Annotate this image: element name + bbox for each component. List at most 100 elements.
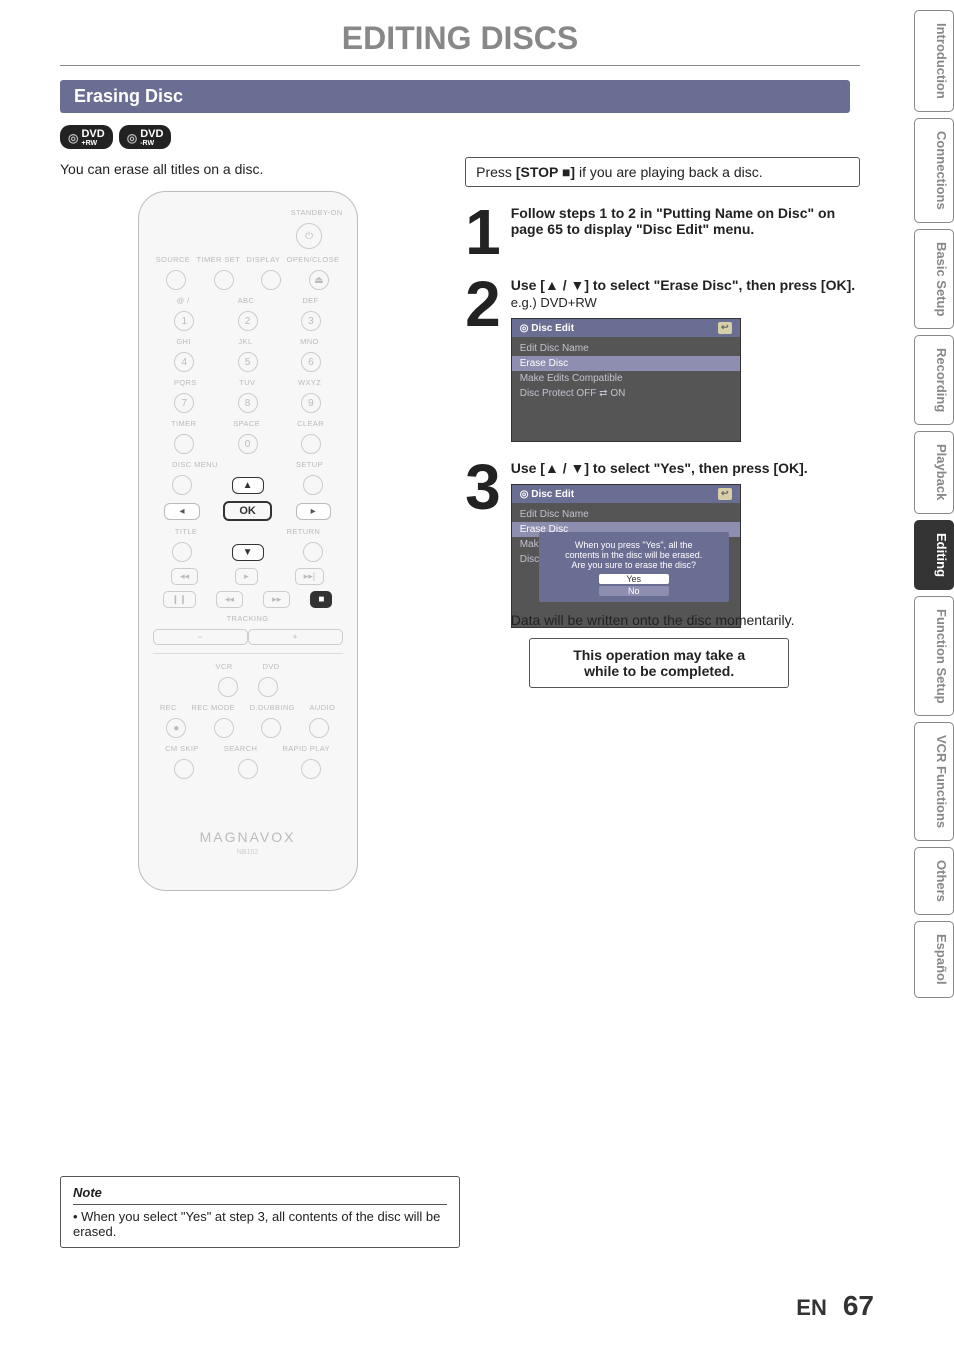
confirm-dialog: When you press "Yes", all the contents i… <box>539 532 729 602</box>
tab-connections[interactable]: Connections <box>914 118 954 223</box>
remote-source-button <box>166 270 186 290</box>
remote-ok-button: OK <box>223 501 272 521</box>
remote-illustration: STANDBY-ON ⏻ SOURCE TIMER SET DISPLAY OP… <box>138 191 358 891</box>
menu1-item-protect: Disc Protect OFF ⇄ ON <box>512 386 740 401</box>
page-title: EDITING DISCS <box>60 0 860 66</box>
note-title: Note <box>73 1185 447 1205</box>
step-1: 1 Follow steps 1 to 2 in "Putting Name o… <box>465 205 860 259</box>
remote-return-button <box>303 542 323 562</box>
disc-edit-menu-1: ◎ Disc Edit↩ Edit Disc Name Erase Disc M… <box>511 318 741 442</box>
remote-digit-3: 3 <box>301 311 321 331</box>
press-stop-post: if you are playing back a disc. <box>575 164 763 180</box>
press-stop-label: [STOP ■] <box>516 164 575 180</box>
remote-right-button: ▸ <box>296 503 331 520</box>
warn-line1: This operation may take a <box>544 647 774 663</box>
tab-basic-setup[interactable]: Basic Setup <box>914 229 954 329</box>
remote-eject-button: ⏏ <box>309 270 329 290</box>
remote-digit-0: 0 <box>238 434 258 454</box>
badge-dvd-minus-rw: DVD-RW <box>119 125 172 149</box>
remote-power-icon: ⏻ <box>296 223 322 249</box>
remote-cmskip-button <box>174 759 194 779</box>
tab-recording[interactable]: Recording <box>914 335 954 425</box>
tab-introduction[interactable]: Introduction <box>914 10 954 112</box>
remote-rec-button: ● <box>166 718 186 738</box>
page-footer: EN 67 <box>796 1290 874 1322</box>
remote-rew-button: ◂◂ <box>216 591 243 608</box>
remote-digit-4: 4 <box>174 352 194 372</box>
step-2-text: Use [▲ / ▼] to select "Erase Disc", then… <box>511 277 855 293</box>
remote-logo: MAGNAVOX <box>153 829 343 845</box>
footer-page-number: 67 <box>843 1290 874 1322</box>
remote-model: NB102 <box>153 849 343 856</box>
tab-espanol[interactable]: Español <box>914 921 954 998</box>
warn-line2: while to be completed. <box>544 663 774 679</box>
note-box: Note • When you select "Yes" at step 3, … <box>60 1176 460 1248</box>
remote-timer-button <box>174 434 194 454</box>
remote-tracking-minus: − <box>153 629 248 645</box>
menu1-close-icon: ↩ <box>718 322 732 334</box>
step-1-number: 1 <box>465 205 501 259</box>
remote-display-button <box>261 270 281 290</box>
dialog-yes: Yes <box>599 574 669 584</box>
right-column: Press [STOP ■] if you are playing back a… <box>465 157 860 891</box>
menu1-title: Disc Edit <box>531 323 574 334</box>
press-stop-pre: Press <box>476 164 516 180</box>
left-column: You can erase all titles on a disc. STAN… <box>60 157 435 891</box>
dialog-line1: When you press "Yes", all the <box>547 540 721 550</box>
press-stop-instruction: Press [STOP ■] if you are playing back a… <box>465 157 860 187</box>
remote-rapid-button <box>301 759 321 779</box>
remote-tracking-plus: + <box>248 629 343 645</box>
remote-vcr-button <box>218 677 238 697</box>
remote-digit-9: 9 <box>301 393 321 413</box>
remote-play-button: ▸ <box>235 568 258 585</box>
dialog-line3: Are you sure to erase the disc? <box>547 560 721 570</box>
remote-discmenu-label: DISC MENU <box>172 460 218 469</box>
remote-tracking-label: TRACKING <box>227 614 269 623</box>
disc-badges: DVD+RW DVD-RW <box>60 125 934 149</box>
remote-up-button: ▲ <box>232 477 264 494</box>
remote-title-button <box>172 542 192 562</box>
remote-digit-2: 2 <box>238 311 258 331</box>
remote-digit-1: 1 <box>174 311 194 331</box>
menu2-close-icon: ↩ <box>718 488 732 500</box>
remote-audio-button <box>309 718 329 738</box>
remote-dvd-label: DVD <box>263 662 280 671</box>
step-2: 2 Use [▲ / ▼] to select "Erase Disc", th… <box>465 277 860 442</box>
menu2-title: Disc Edit <box>531 489 574 500</box>
remote-standby-label: STANDBY-ON <box>153 208 343 217</box>
remote-display-label: DISPLAY <box>246 255 280 264</box>
dialog-line2: contents in the disc will be erased. <box>547 550 721 560</box>
section-header: Erasing Disc <box>60 80 850 113</box>
remote-dvd-button <box>258 677 278 697</box>
sidebar-tabs: Introduction Connections Basic Setup Rec… <box>914 10 954 998</box>
remote-return-label: RETURN <box>287 527 321 536</box>
step-1-text: Follow steps 1 to 2 in "Putting Name on … <box>511 205 835 237</box>
remote-source-label: SOURCE <box>156 255 191 264</box>
remote-setup-label: SETUP <box>296 460 323 469</box>
remote-title-label: TITLE <box>175 527 197 536</box>
step-3: 3 Use [▲ / ▼] to select "Yes", then pres… <box>465 460 860 688</box>
remote-left-button: ◂ <box>164 503 199 520</box>
step-2-number: 2 <box>465 277 501 331</box>
tab-vcr-functions[interactable]: VCR Functions <box>914 722 954 841</box>
remote-digit-5: 5 <box>238 352 258 372</box>
remote-ddub-button <box>261 718 281 738</box>
tab-playback[interactable]: Playback <box>914 431 954 513</box>
remote-search-button <box>238 759 258 779</box>
remote-discmenu-button <box>172 475 192 495</box>
remote-next-button: ▸▸| <box>295 568 324 585</box>
tab-editing[interactable]: Editing <box>914 520 954 590</box>
remote-timerset-button <box>214 270 234 290</box>
remote-ff-button: ▸▸ <box>263 591 290 608</box>
badge-dvd-plus-rw: DVD+RW <box>60 125 113 149</box>
menu2-item-0: Edit Disc Name <box>512 507 740 522</box>
tab-function-setup[interactable]: Function Setup <box>914 596 954 717</box>
remote-stop-button: ■ <box>310 591 332 608</box>
completion-warning: This operation may take a while to be co… <box>529 638 789 688</box>
menu1-item-compat: Make Edits Compatible <box>512 371 740 386</box>
tab-others[interactable]: Others <box>914 847 954 915</box>
remote-openclose-label: OPEN/CLOSE <box>287 255 340 264</box>
remote-timerset-label: TIMER SET <box>197 255 241 264</box>
remote-digit-6: 6 <box>301 352 321 372</box>
step-2-example: e.g.) DVD+RW <box>511 295 855 310</box>
